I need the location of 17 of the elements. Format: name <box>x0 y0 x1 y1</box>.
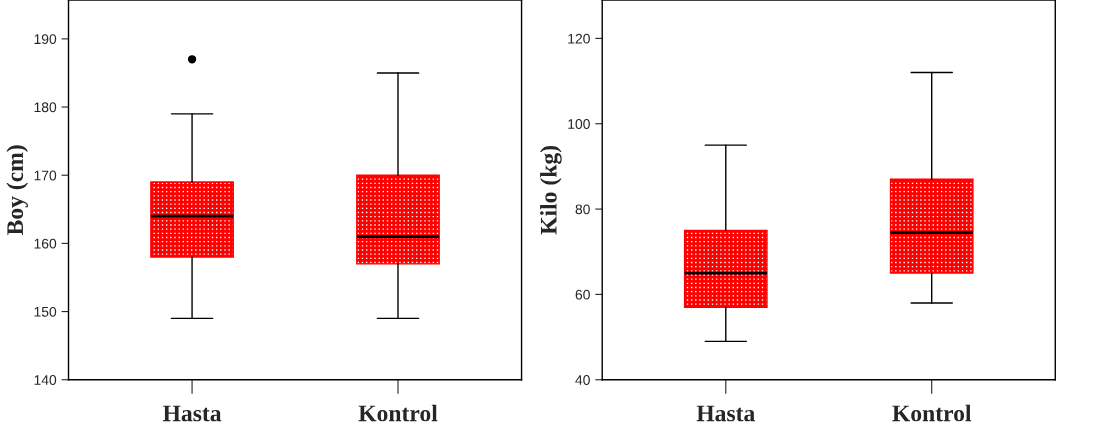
y-tick-label: 140 <box>34 375 57 385</box>
x-tick-label: Hasta <box>696 405 755 422</box>
y-tick-label: 100 <box>568 119 590 129</box>
x-tick-label: Kontrol <box>892 404 972 422</box>
x-tick-label: Kontrol <box>358 404 438 422</box>
y-axis-title: Kilo (kg) <box>540 145 562 235</box>
y-tick-label: 80 <box>575 204 590 215</box>
y-axis-title: Boy (cm) <box>6 145 28 236</box>
y-tick-label: 180 <box>34 102 57 113</box>
y-tick-label: 60 <box>575 289 590 300</box>
x-tick-label: Hasta <box>162 405 222 422</box>
y-tick-label: 150 <box>34 306 57 317</box>
y-tick-label: 120 <box>568 33 590 44</box>
y-tick-label: 40 <box>575 375 590 385</box>
y-tick-label: 170 <box>34 170 57 181</box>
y-tick-label: 190 <box>34 34 57 45</box>
y-tick-label: 160 <box>34 238 57 249</box>
